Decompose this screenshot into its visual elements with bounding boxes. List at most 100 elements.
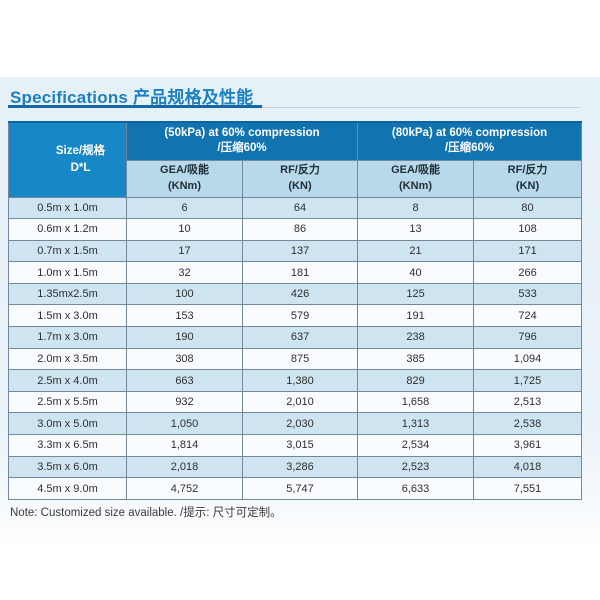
gea-50-cell: 1,814 [126, 434, 243, 457]
rf-50-cell: 3,015 [241, 434, 359, 457]
gea-50-cell: 2,018 [126, 455, 243, 479]
group-header-50kpa: (50kPa) at 60% compression /压缩60% [125, 121, 359, 161]
note-text: Note: Customized size available. /提示: 尺寸… [10, 507, 282, 519]
rf-50-cell: 86 [241, 218, 359, 241]
gea-50-cell: 10 [126, 218, 243, 241]
rf-50-cell: 5,747 [241, 477, 359, 500]
gea-80-cell: 8 [357, 196, 475, 220]
gea-50-cell: 932 [126, 390, 243, 414]
table-row: 0.5m x 1.0m 6 64 8 80 [8, 196, 583, 220]
rf-50-cell: 426 [241, 282, 359, 306]
gea-50-cell: 100 [126, 282, 243, 306]
group-80kpa-line1: (80kPa) at 60% compression [391, 126, 548, 139]
table-row: 1.35mx2.5m 100 426 125 533 [8, 282, 583, 306]
rf-50-cell: 2,010 [241, 390, 359, 414]
table-row: 3.3m x 6.5m 1,814 3,015 2,534 3,961 [8, 434, 583, 457]
subheader-rf-50-unit: (KN) [288, 179, 312, 192]
rf-50-cell: 579 [241, 304, 359, 328]
gea-80-cell: 238 [357, 326, 475, 349]
gea-50-cell: 1,050 [126, 412, 243, 436]
table-row: 2.5m x 5.5m 932 2,010 1,658 2,513 [8, 390, 583, 414]
rf-50-cell: 137 [241, 239, 359, 263]
rf-80-cell: 1,094 [473, 347, 583, 371]
size-column-header: Size/规格 D*L [8, 121, 127, 198]
rf-80-cell: 4,018 [473, 455, 583, 479]
gea-80-cell: 385 [357, 347, 475, 371]
sub-header-row: GEA/吸能 (KNm) RF/反力 (KN) GEA/吸能 (KNm) RF/… [9, 159, 583, 198]
rf-50-cell: 637 [241, 326, 359, 349]
gea-80-cell: 125 [357, 282, 475, 306]
rf-50-cell: 875 [241, 347, 359, 371]
table-row: 1.5m x 3.0m 153 579 191 724 [8, 304, 583, 328]
gea-80-cell: 829 [357, 369, 475, 392]
rf-50-cell: 2,030 [241, 412, 359, 436]
group-header-row: Size/规格 D*L (50kPa) at 60% compression /… [8, 121, 583, 198]
subheader-rf-80: RF/反力 (KN) [473, 159, 583, 198]
size-cell: 3.5m x 6.0m [8, 455, 127, 479]
rf-50-cell: 1,380 [241, 369, 359, 392]
rf-80-cell: 796 [473, 326, 583, 349]
size-cell: 2.5m x 5.5m [8, 390, 127, 414]
group-50kpa-line2: /压缩60% [217, 142, 267, 155]
table-row: 1.7m x 3.0m 190 637 238 796 [8, 326, 583, 349]
size-cell: 0.5m x 1.0m [8, 196, 127, 220]
gea-80-cell: 2,534 [357, 434, 475, 457]
rf-80-cell: 3,961 [473, 434, 583, 457]
size-cell: 0.6m x 1.2m [8, 218, 127, 241]
gea-50-cell: 17 [126, 239, 243, 263]
rf-80-cell: 108 [473, 218, 583, 241]
gea-80-cell: 13 [357, 218, 475, 241]
rf-80-cell: 266 [473, 261, 583, 284]
size-cell: 0.7m x 1.5m [8, 239, 127, 263]
size-cell: 3.0m x 5.0m [8, 412, 127, 436]
subheader-gea-50-label: GEA/吸能 [160, 163, 209, 176]
subheader-rf-50-label: RF/反力 [280, 163, 320, 176]
table-row: 4.5m x 9.0m 4,752 5,747 6,633 7,551 [8, 477, 583, 500]
group-header-80kpa: (80kPa) at 60% compression /压缩60% [357, 121, 583, 161]
size-cell: 2.5m x 4.0m [8, 369, 127, 392]
rf-80-cell: 724 [473, 304, 583, 328]
size-cell: 1.0m x 1.5m [8, 261, 127, 284]
table-row: 3.5m x 6.0m 2,018 3,286 2,523 4,018 [8, 455, 583, 479]
gea-80-cell: 191 [357, 304, 475, 328]
gea-80-cell: 1,658 [357, 390, 475, 414]
subheader-rf-50: RF/反力 (KN) [241, 159, 359, 198]
title-underline-dark-segment [8, 105, 262, 108]
size-cell: 3.3m x 6.5m [8, 434, 127, 457]
page-title: Specifications 产品规格及性能 [10, 88, 254, 107]
specifications-table: Size/规格 D*L (50kPa) at 60% compression /… [8, 121, 583, 500]
size-cell: 4.5m x 9.0m [8, 477, 127, 500]
size-cell: 1.7m x 3.0m [8, 326, 127, 349]
table-row: 1.0m x 1.5m 32 181 40 266 [8, 261, 583, 284]
size-cell: 2.0m x 3.5m [8, 347, 127, 371]
size-cell: 1.35mx2.5m [8, 282, 127, 306]
rf-80-cell: 2,538 [473, 412, 583, 436]
gea-80-cell: 2,523 [357, 455, 475, 479]
gea-50-cell: 32 [126, 261, 243, 284]
rf-80-cell: 2,513 [473, 390, 583, 414]
rf-80-cell: 533 [473, 282, 583, 306]
subheader-gea-80: GEA/吸能 (KNm) [357, 159, 475, 198]
subheader-rf-80-label: RF/反力 [507, 163, 548, 176]
title-underline [8, 105, 580, 108]
rf-50-cell: 181 [241, 261, 359, 284]
size-header-line2: D*L [70, 161, 91, 174]
subheader-gea-50-unit: (KNm) [168, 179, 201, 192]
group-50kpa-line1: (50kPa) at 60% compression [164, 126, 320, 139]
gea-80-cell: 6,633 [357, 477, 475, 500]
size-header-line1: Size/规格 [55, 145, 106, 158]
subheader-rf-80-unit: (KN) [515, 179, 540, 192]
table-row: 0.7m x 1.5m 17 137 21 171 [8, 239, 583, 263]
subheader-gea-80-label: GEA/吸能 [391, 163, 440, 176]
gea-50-cell: 308 [126, 347, 243, 371]
gea-80-cell: 40 [357, 261, 475, 284]
gea-80-cell: 1,313 [357, 412, 475, 436]
rf-80-cell: 80 [473, 196, 583, 220]
subheader-gea-80-unit: (KNm) [399, 179, 433, 192]
size-cell: 1.5m x 3.0m [8, 304, 127, 328]
rf-80-cell: 171 [473, 239, 583, 263]
gea-50-cell: 6 [126, 196, 243, 220]
table-row: 2.0m x 3.5m 308 875 385 1,094 [8, 347, 583, 371]
rf-80-cell: 7,551 [473, 477, 583, 500]
rf-80-cell: 1,725 [473, 369, 583, 392]
